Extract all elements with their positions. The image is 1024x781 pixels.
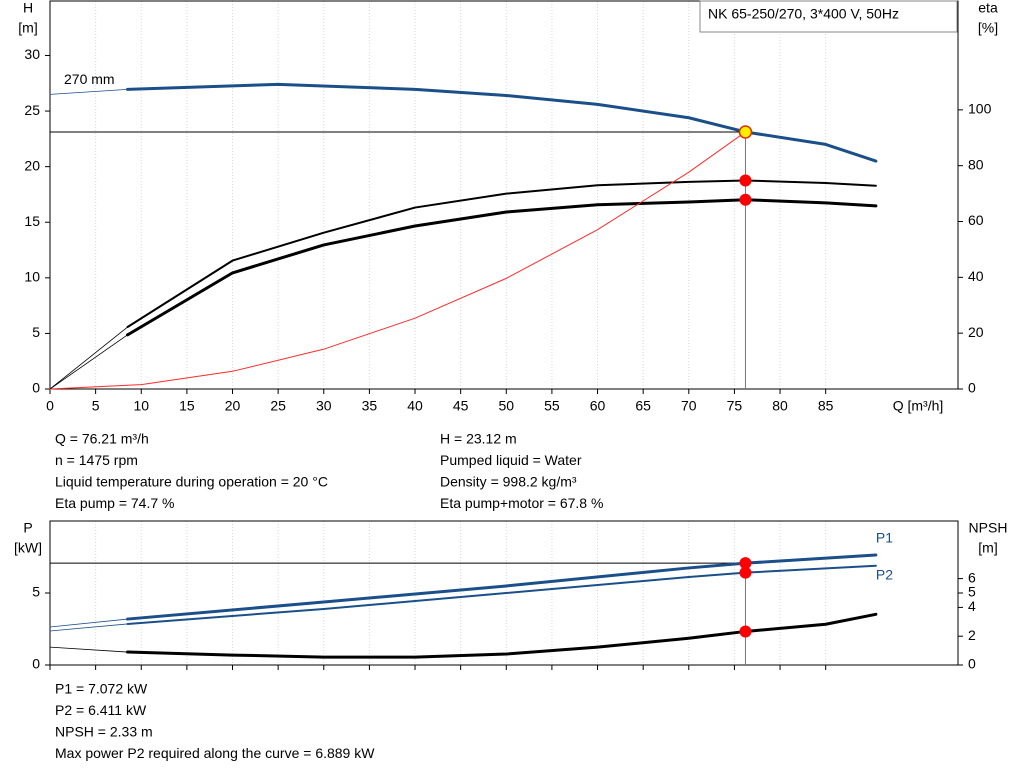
y2-axis-label: [m] [978,540,997,556]
y-axis-label: P [23,520,32,536]
curve-lead-in [49,334,128,390]
y2-tick-label: 6 [968,569,976,585]
operating-point [739,193,752,206]
y2-tick-label: 20 [968,324,984,340]
x-tick-label: 70 [681,398,697,414]
y-tick-label: 30 [24,46,40,62]
info-line: P1 = 7.072 kW [55,681,148,697]
x-tick-label: 10 [133,398,149,414]
curve [126,82,878,163]
info-line: Eta pump = 74.7 % [55,495,174,511]
operating-point [738,125,753,139]
series-label: 270 mm [64,71,115,87]
series-label: P2 [876,567,893,583]
operating-point [739,625,752,638]
curve [126,612,878,659]
curve-lead-in [49,646,128,653]
curve [126,564,877,625]
x-tick-label: 30 [316,398,332,414]
curve-lead-in [49,326,128,390]
chart-title: NK 65-250/270, 3*400 V, 50Hz [708,6,899,22]
y2-tick-label: 0 [968,656,976,672]
curve [126,198,878,337]
y2-tick-label: 80 [968,156,984,172]
y2-tick-label: 4 [968,598,976,614]
x-tick-label: 0 [46,398,54,414]
curve-lead-in [49,623,128,632]
x-tick-label: 5 [92,398,100,414]
y2-tick-label: 5 [968,584,976,600]
y-tick-label: 25 [24,102,40,118]
x-tick-label: 40 [407,398,423,414]
info-line: P2 = 6.411 kW [55,702,147,718]
y2-axis-label: eta [978,0,998,16]
y-tick-label: 5 [32,584,40,600]
x-tick-label: 25 [270,398,286,414]
series-label: P1 [876,530,893,546]
info-line: H = 23.12 m [440,431,517,447]
operating-point [739,174,752,187]
x-tick-label: 45 [453,398,469,414]
info-line: Max power P2 required along the curve = … [55,745,375,761]
x-tick-label: 15 [179,398,195,414]
y-axis-label: H [23,0,33,16]
y-tick-label: 0 [32,380,40,396]
x-tick-label: 20 [225,398,241,414]
y-tick-label: 5 [32,324,40,340]
info-line: Q = 76.21 m³/h [55,431,149,447]
x-tick-label: 80 [772,398,788,414]
y2-axis-label: NPSH [969,520,1008,536]
y2-axis-label: [%] [978,20,998,36]
plot-frame [49,0,959,390]
y-axis-label: [kW] [14,540,42,556]
info-line: Liquid temperature during operation = 20… [55,474,328,490]
y-tick-label: 10 [24,269,40,285]
y2-tick-label: 100 [968,101,992,117]
y2-tick-label: 60 [968,212,984,228]
curve [126,179,877,329]
x-tick-label: 85 [818,398,834,414]
y2-tick-label: 40 [968,268,984,284]
x-tick-label: 50 [498,398,514,414]
y2-tick-label: 2 [968,627,976,643]
x-tick-label: 65 [635,398,651,414]
info-line: Eta pump+motor = 67.8 % [440,495,603,511]
info-line: n = 1475 rpm [55,452,138,468]
y-tick-label: 20 [24,157,40,173]
y-tick-label: 15 [24,213,40,229]
y-tick-label: 0 [32,656,40,672]
info-line: Pumped liquid = Water [440,452,582,468]
operating-point [739,566,752,579]
x-tick-label: 75 [727,398,743,414]
curve-lead-in [49,88,128,95]
curve [49,131,746,390]
x-tick-label: 55 [544,398,560,414]
operating-point [739,557,752,570]
info-line: Density = 998.2 kg/m³ [440,474,577,490]
y-axis-label: [m] [18,20,37,36]
curve [126,553,878,621]
curve-lead-in [49,618,128,628]
info-line: NPSH = 2.33 m [55,724,153,740]
y2-tick-label: 0 [968,380,976,396]
x-tick-label: 60 [590,398,606,414]
x-tick-label: 35 [362,398,378,414]
title-box [699,0,958,33]
x-axis-label: Q [m³/h] [893,398,944,414]
